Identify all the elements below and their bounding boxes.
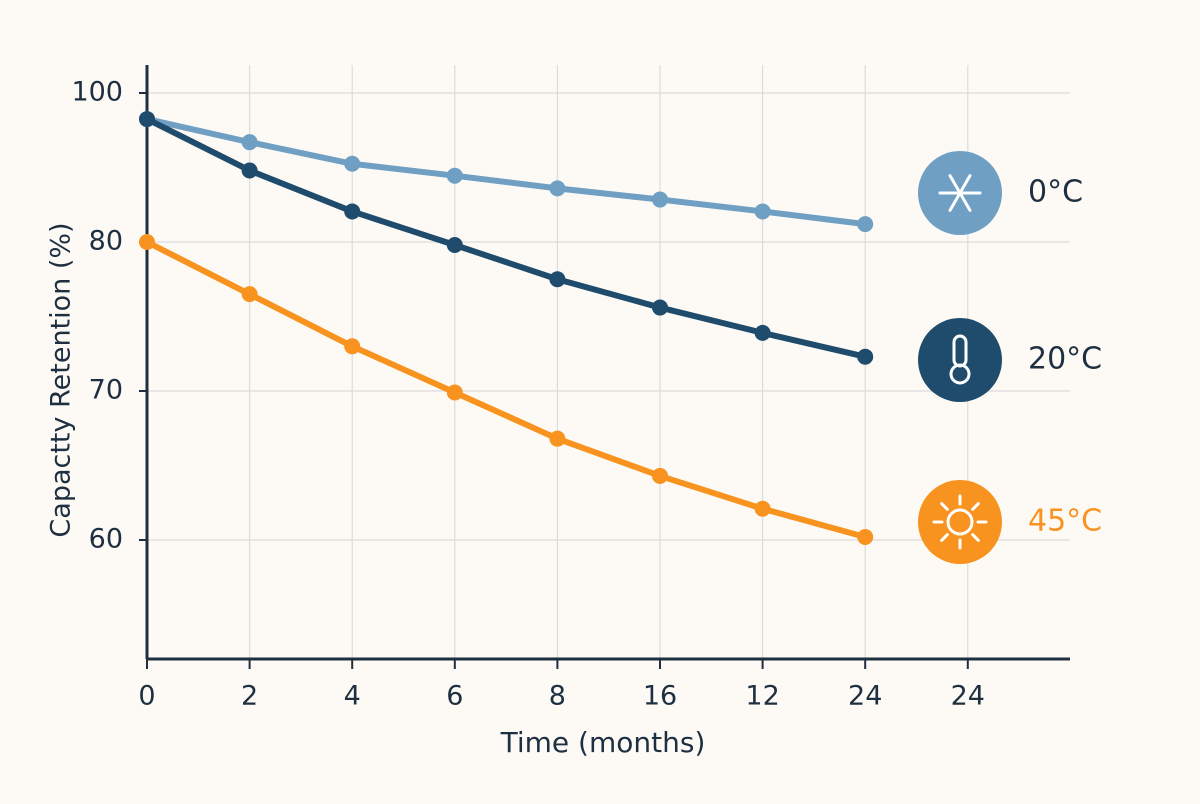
- data-point: [241, 134, 258, 151]
- x-tick-label: 16: [643, 681, 677, 712]
- x-tick-label: 0: [138, 681, 155, 712]
- x-tick-label: 8: [549, 681, 566, 712]
- data-point: [549, 430, 566, 447]
- series-line: [144, 239, 869, 541]
- icon-stroke: [971, 533, 980, 542]
- data-point: [857, 216, 874, 233]
- legend-icon: [918, 480, 1002, 564]
- icon-stroke: [940, 502, 949, 511]
- data-point: [754, 203, 771, 220]
- icon-stroke: [948, 174, 972, 212]
- data-point: [857, 529, 874, 546]
- y-tick-label: 80: [89, 226, 123, 257]
- data-point: [652, 299, 668, 316]
- x-tick-label: 6: [446, 681, 463, 712]
- x-tick-label: 2: [241, 681, 258, 712]
- data-point: [344, 155, 361, 172]
- data-point: [446, 167, 463, 184]
- x-tick-label: 24: [848, 681, 882, 712]
- series-line: [144, 116, 869, 360]
- legend-label: 20°C: [1028, 342, 1102, 377]
- data-point: [139, 234, 155, 250]
- data-point: [549, 180, 566, 197]
- legend-label: 45°C: [1028, 504, 1102, 539]
- legend-item: 20°C: [918, 318, 1102, 402]
- data-point: [241, 162, 258, 179]
- data-point: [446, 236, 463, 253]
- series-line: [144, 116, 869, 228]
- y-tick-label: 100: [71, 77, 123, 108]
- x-axis-label: Time (months): [500, 726, 706, 759]
- data-point: [754, 324, 771, 341]
- y-tick-label: 60: [89, 524, 123, 555]
- legend-item: 45°C: [918, 480, 1102, 564]
- legend-icon: [918, 318, 1002, 402]
- y-tick-label: 70: [89, 375, 123, 406]
- legend-label: 0°C: [1028, 175, 1083, 210]
- legend-item: 0°C: [918, 151, 1083, 235]
- data-point: [652, 191, 668, 208]
- data-point: [857, 348, 874, 365]
- data-point: [139, 111, 155, 128]
- data-point: [241, 286, 258, 303]
- x-tick-label: 12: [745, 681, 779, 712]
- icon-stroke: [946, 508, 974, 536]
- data-point: [754, 500, 771, 517]
- x-tick-label: 24: [951, 681, 985, 712]
- data-point: [652, 467, 668, 484]
- icon-stroke: [971, 502, 980, 511]
- data-point: [549, 271, 566, 288]
- data-point: [446, 384, 463, 401]
- data-point: [344, 203, 361, 220]
- icon-stroke: [940, 533, 949, 542]
- x-tick-label: 4: [344, 681, 361, 712]
- icon-stroke: [949, 363, 971, 385]
- y-axis-label: Capactty Retention (%): [46, 222, 77, 537]
- data-point: [344, 338, 361, 355]
